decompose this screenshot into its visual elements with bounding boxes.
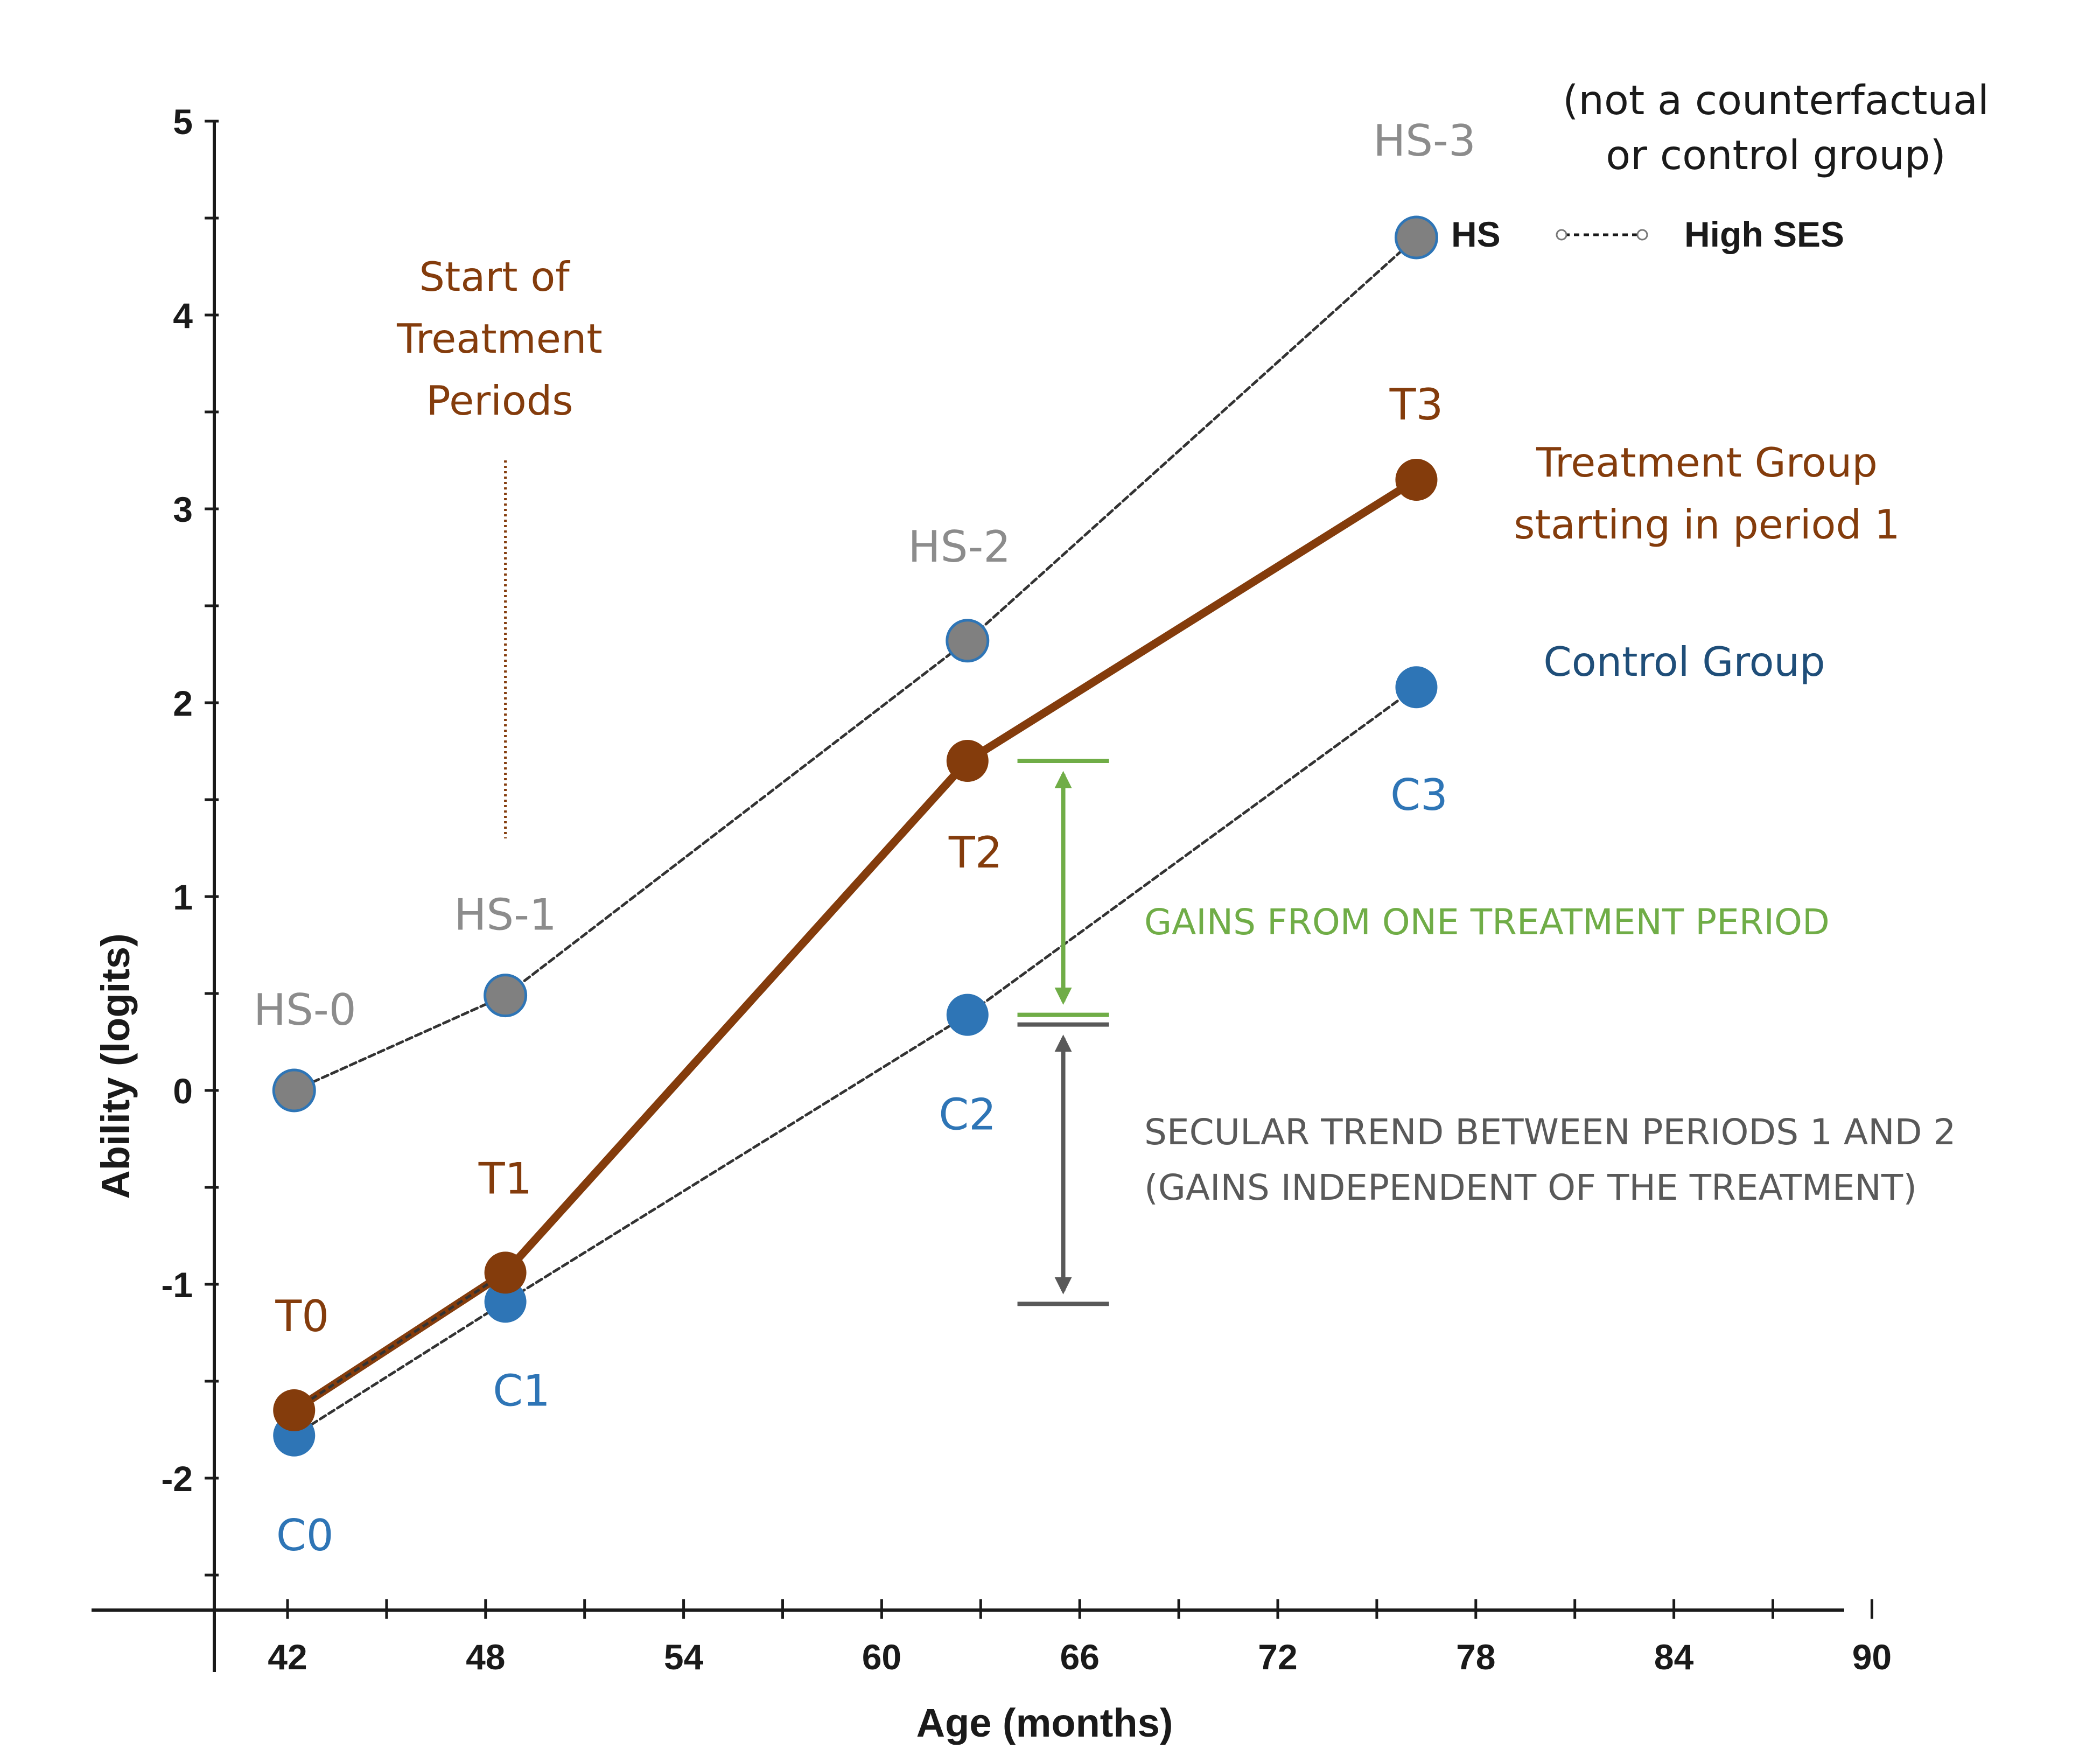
- data-point-hs-3: [1394, 215, 1438, 260]
- x-tick-label: 90: [1852, 1637, 1892, 1677]
- hs-note: (not a counterfactual or control group): [1563, 76, 1989, 179]
- y-tick-label: 5: [173, 102, 193, 142]
- secular-note-line1: SECULAR TREND BETWEEN PERIODS 1 AND 2: [1144, 1111, 1956, 1153]
- data-point-t0: [273, 1389, 316, 1431]
- x-tick-label: 42: [268, 1637, 307, 1677]
- legend-high-ses-label: High SES: [1684, 214, 1844, 254]
- data-point-t3: [1395, 459, 1438, 501]
- y-tick-label: 3: [173, 489, 193, 529]
- start-note-line3: Periods: [426, 377, 573, 424]
- axes: -2 -1 0 1 2 3 4 5 42 48 54 60 66 72 78 84 90: [92, 102, 1892, 1677]
- point-labels: HS-0 HS-1 HS-2 HS-3 T0 T1 T2 T3 C0 C1 C2 C3: [254, 116, 1476, 1561]
- x-tick-label: 78: [1456, 1637, 1495, 1677]
- gains-note: GAINS FROM ONE TREATMENT PERIOD: [1144, 901, 1830, 943]
- y-tick-label: -2: [161, 1459, 193, 1499]
- start-of-treatment-note: Start of Treatment Periods: [396, 253, 603, 424]
- point-label-hs-0: HS-0: [254, 985, 356, 1035]
- treatment-note-line1: Treatment Group: [1536, 439, 1878, 486]
- data-point-c3: [1395, 666, 1438, 709]
- point-label-t0: T0: [275, 1291, 329, 1341]
- x-axis-title: Age (months): [916, 1701, 1173, 1745]
- point-label-c3: C3: [1390, 770, 1448, 820]
- secular-trend-note: SECULAR TREND BETWEEN PERIODS 1 AND 2 (G…: [1144, 1111, 1956, 1208]
- data-points: [272, 215, 1438, 1457]
- data-point-hs-0: [272, 1068, 316, 1113]
- x-tick-label: 72: [1258, 1637, 1297, 1677]
- y-tick-label: -1: [161, 1265, 193, 1305]
- hs-note-line1: (not a counterfactual: [1563, 76, 1989, 124]
- data-point-hs-2: [946, 619, 990, 663]
- data-point-hs-1: [484, 974, 528, 1018]
- point-label-t1: T1: [478, 1153, 533, 1204]
- legend-marker-left: [1556, 229, 1567, 241]
- series-lines: [290, 236, 1420, 1437]
- point-label-c2: C2: [939, 1090, 996, 1140]
- y-tick-label: 0: [173, 1071, 193, 1111]
- series-line-treatment-group: [290, 475, 1420, 1415]
- x-tick-label: 48: [466, 1637, 505, 1677]
- treatment-group-note: Treatment Group starting in period 1: [1514, 439, 1900, 548]
- series-line-hs: [292, 236, 1418, 1092]
- control-group-note: Control Group: [1543, 638, 1825, 685]
- point-label-c0: C0: [276, 1510, 334, 1561]
- start-note-line2: Treatment: [396, 315, 603, 362]
- point-label-t2: T2: [948, 828, 1003, 878]
- series-line-treatment-baseline: [293, 1271, 506, 1412]
- y-tick-label: 2: [173, 683, 193, 723]
- x-tick-label: 60: [862, 1637, 901, 1677]
- legend-hs-label: HS: [1451, 214, 1501, 254]
- data-point-t1: [484, 1251, 527, 1294]
- brackets: [1017, 759, 1109, 1306]
- secular-note-line2: (GAINS INDEPENDENT OF THE TREATMENT): [1144, 1167, 1917, 1208]
- y-tick-label: 4: [173, 296, 193, 335]
- data-point-c2: [946, 994, 989, 1036]
- x-tick-label: 84: [1654, 1637, 1694, 1677]
- series-line-control-group: [292, 685, 1418, 1437]
- hs-note-line2: or control group): [1606, 131, 1945, 179]
- point-label-t3: T3: [1389, 380, 1444, 430]
- y-tick-label: 1: [173, 877, 193, 917]
- start-note-line1: Start of: [419, 253, 570, 300]
- point-label-hs-3: HS-3: [1373, 116, 1476, 166]
- data-point-t2: [946, 740, 989, 782]
- x-tick-label: 66: [1060, 1637, 1099, 1677]
- x-tick-label: 54: [664, 1637, 704, 1677]
- point-label-hs-2: HS-2: [908, 522, 1011, 572]
- legend-marker-right: [1636, 229, 1648, 241]
- point-label-c1: C1: [493, 1366, 550, 1416]
- treatment-note-line2: starting in period 1: [1514, 501, 1900, 548]
- y-axis-title: Ability (logits): [93, 933, 138, 1199]
- point-label-hs-1: HS-1: [454, 890, 557, 940]
- legend: HS High SES: [1451, 214, 1844, 254]
